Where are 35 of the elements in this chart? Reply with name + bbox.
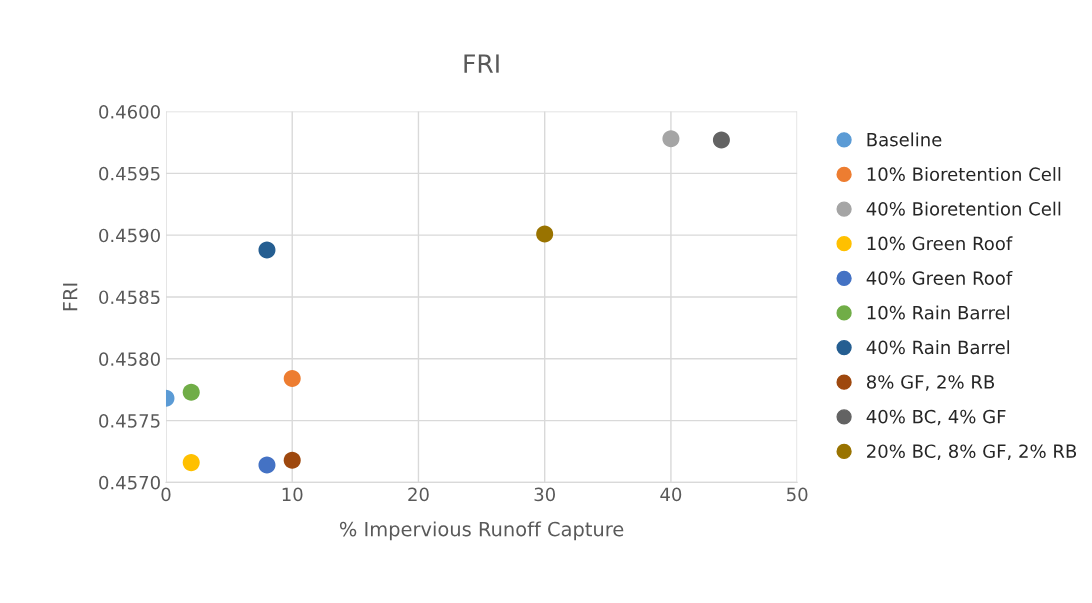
x-tick-label: 20	[408, 487, 429, 502]
x-tick-label: 40	[660, 487, 682, 502]
legend-label: 10% Green Roof	[867, 236, 1013, 251]
legend-label: 40% Rain Barrel	[866, 340, 1010, 355]
y-tick-label: 0.4570	[99, 475, 160, 490]
point	[182, 383, 200, 401]
x-tick-label: 50	[787, 487, 808, 502]
x-tick-label: 0	[161, 487, 171, 502]
x-axis-title: % Impervious Runoff Capture	[339, 521, 624, 541]
legend-label: 40% Green Roof	[866, 270, 1013, 285]
legend-label: 20% BC, 8% GF, 2% RB	[867, 444, 1077, 460]
x-tick-label: 30	[534, 487, 555, 502]
y-tick-label: 0.4600	[99, 105, 160, 119]
y-tick-label: 0.4590	[99, 228, 160, 243]
legend-label: 8% GF, 2% RB	[866, 375, 995, 391]
point	[536, 225, 554, 243]
chart-title: FRI	[464, 54, 499, 73]
point	[283, 451, 301, 469]
point	[258, 456, 276, 474]
legend-label: 10% Bioretention Cell	[867, 167, 1061, 182]
y-tick-label: 0.4585	[99, 290, 160, 305]
point	[258, 241, 276, 259]
point	[182, 454, 200, 472]
legend-label: 40% Bioretention Cell	[866, 201, 1061, 216]
point	[283, 370, 301, 388]
legend-label: 10% Rain Barrel	[867, 305, 1010, 320]
legend-label: Baseline	[867, 132, 942, 147]
point	[662, 130, 680, 148]
legend-label: 40% BC, 4% GF	[866, 409, 1006, 426]
y-tick-label: 0.4580	[99, 352, 160, 366]
x-tick-label: 10	[282, 487, 303, 502]
y-axis-title: FRI	[63, 283, 78, 311]
y-tick-label: 0.4575	[99, 414, 160, 428]
y-tick-label: 0.4595	[99, 166, 160, 181]
point	[712, 131, 730, 149]
